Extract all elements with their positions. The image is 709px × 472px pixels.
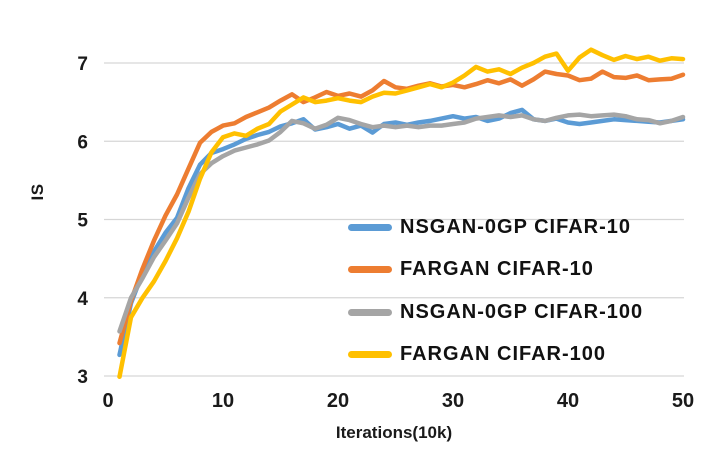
legend-swatch-yellow [348,351,392,359]
legend-item: FARGAN CIFAR-10 [348,249,643,292]
y-tick-label: 4 [77,289,88,310]
legend-item: NSGAN-0GP CIFAR-100 [348,291,643,334]
y-tick-label: 7 [77,54,88,75]
x-axis-title: Iterations(10k) [335,423,453,442]
x-tick-label: 50 [672,390,694,412]
y-tick-label: 3 [77,367,88,388]
legend-swatch-orange [348,266,392,274]
y-axis-title: IS [28,183,47,201]
legend-item: NSGAN-0GP CIFAR-10 [348,206,643,249]
x-tick-label: 30 [442,390,464,412]
series-line-nsgan-0gp-cifar-100 [117,112,686,334]
series-line-fargan-cifar-100 [117,47,686,380]
y-tick-label: 6 [77,132,88,153]
x-tick-label: 0 [102,390,113,412]
legend-label: FARGAN CIFAR-100 [400,343,607,366]
legend-swatch-gray [348,308,392,316]
legend-label: NSGAN-0GP CIFAR-100 [400,300,644,323]
legend: NSGAN-0GP CIFAR-10 FARGAN CIFAR-10 NSGAN… [348,206,643,376]
legend-label: NSGAN-0GP CIFAR-10 [400,215,632,238]
series-line-fargan-cifar-10 [117,69,686,346]
x-tick-label: 40 [557,390,579,412]
y-tick-label: 5 [77,211,88,232]
legend-swatch-blue [348,223,392,231]
x-tick-label: 20 [327,390,349,412]
x-tick-label: 10 [212,390,234,412]
legend-item: FARGAN CIFAR-100 [348,334,643,377]
legend-label: FARGAN CIFAR-10 [400,258,594,281]
